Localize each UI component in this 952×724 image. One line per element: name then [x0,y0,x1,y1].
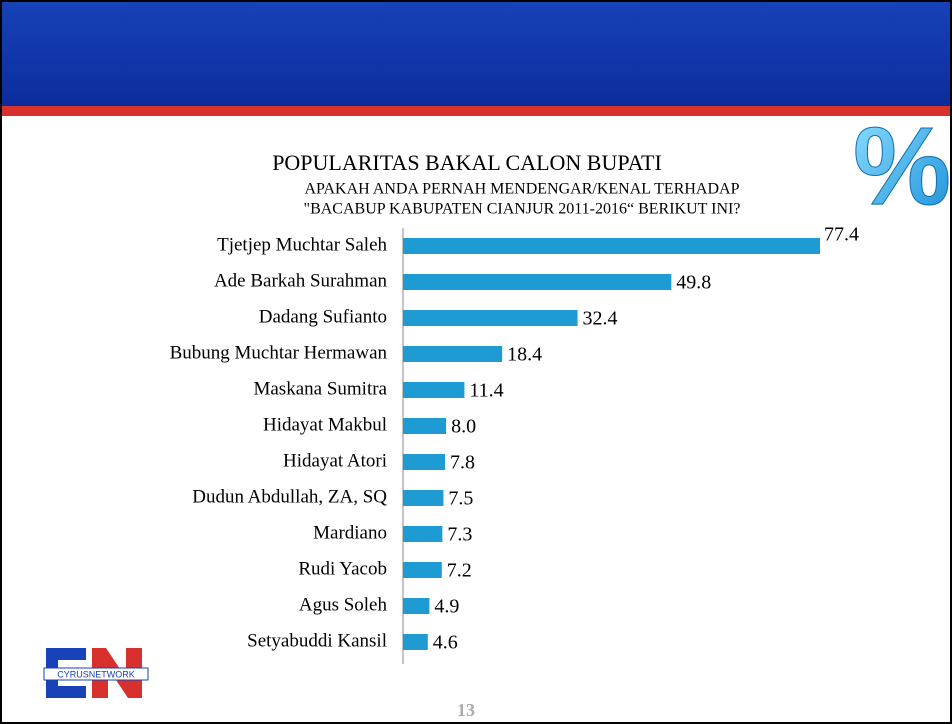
page-number: 13 [457,700,475,720]
value-label: 7.2 [447,560,472,582]
bar [403,526,443,542]
bar [403,454,446,470]
category-label: Maskana Sumitra [253,378,387,399]
category-label: Bubung Muchtar Hermawan [170,342,388,363]
value-label: 4.9 [434,596,459,618]
category-label: Ade Barkah Surahman [214,270,388,291]
value-label: 4.6 [433,632,458,654]
category-label: Setyabuddi Kansil [247,630,387,651]
bar [403,238,820,254]
logo-c [46,648,86,698]
value-label: 49.8 [676,272,711,294]
bar [403,490,444,506]
logo-band [43,667,149,681]
chart-subtitle: APAKAH ANDA PERNAH MENDENGAR/KENAL TERHA… [305,181,740,198]
bar [403,562,442,578]
value-label: 11.4 [469,380,503,402]
value-label: 7.3 [447,524,472,546]
percent-icon: % [853,105,951,228]
bar [403,634,428,650]
bar [403,346,503,362]
chart-title: POPULARITAS BAKAL CALON BUPATI [272,150,662,175]
header-stripe [0,106,952,116]
chart-subtitle: "BACABUP KABUPATEN CIANJUR 2011-2016“ BE… [304,201,741,218]
value-label: 77.4 [824,224,859,246]
logo: CYRUSNETWORK [43,648,149,698]
value-label: 18.4 [507,344,542,366]
bar [403,382,465,398]
category-label: Dudun Abdullah, ZA, SQ [192,486,387,507]
value-label: 7.8 [450,452,475,474]
category-label: Dadang Sufianto [259,306,387,327]
category-label: Hidayat Atori [283,450,387,471]
header-band [0,0,952,106]
logo-text: CYRUSNETWORK [57,669,135,679]
value-label: 32.4 [583,308,618,330]
bar [403,310,578,326]
category-label: Tjetjep Muchtar Saleh [217,234,387,255]
category-label: Rudi Yacob [298,558,387,579]
bar [403,418,447,434]
bar [403,598,430,614]
value-label: 7.5 [448,488,473,510]
category-label: Hidayat Makbul [263,414,387,435]
value-label: 8.0 [451,416,476,438]
bar [403,274,672,290]
category-label: Agus Soleh [299,594,388,615]
category-label: Mardiano [313,522,387,543]
